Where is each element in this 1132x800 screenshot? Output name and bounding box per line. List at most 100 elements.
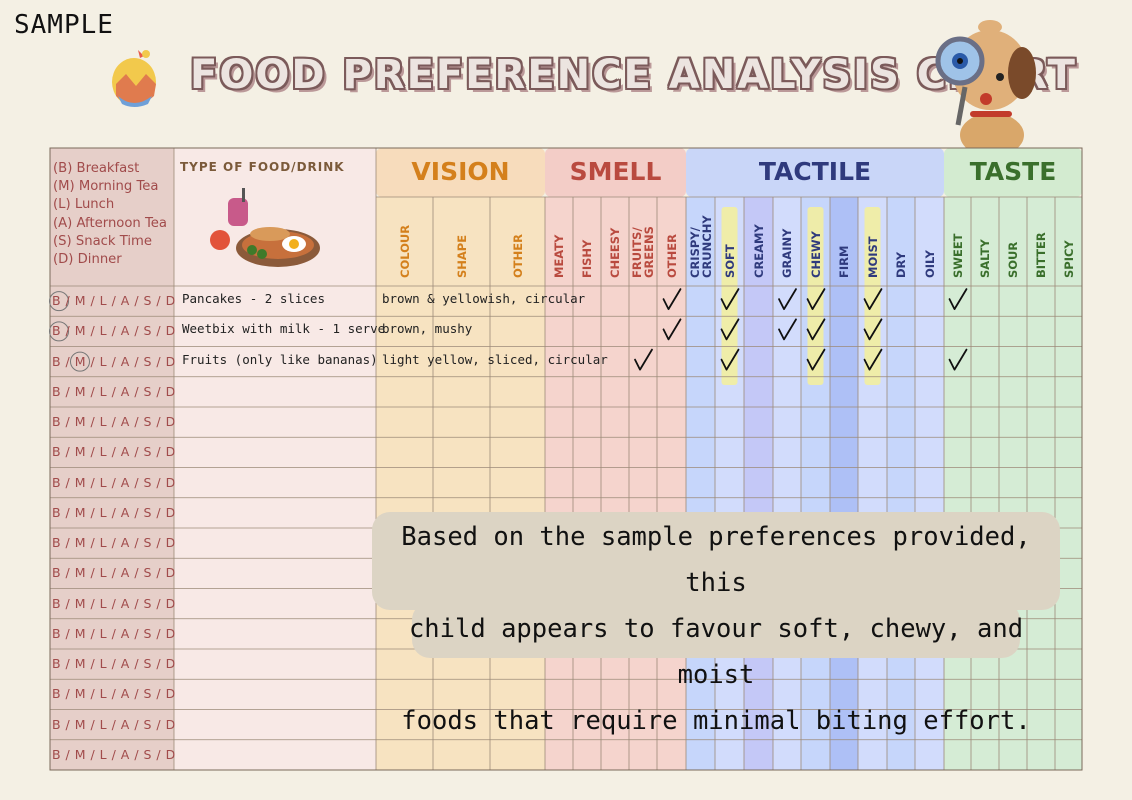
subcolumn-tactile-crispy-crunchy: CRISPY/CRUNCHY: [687, 215, 714, 278]
group-header-bg: [376, 148, 545, 197]
group-header-tactile: TACTILE: [758, 157, 872, 186]
tactile-column-shade: [773, 197, 801, 770]
subcolumn-tactile-oily: OILY: [922, 250, 937, 278]
tactile-column-shade: [830, 197, 858, 770]
subcolumn-smell-meaty: MEATY: [552, 234, 566, 278]
group-header-vision: VISION: [411, 157, 510, 186]
subcolumn-tactile-firm: FIRM: [837, 245, 851, 278]
subcolumn-vision-colour: COLOUR: [397, 224, 412, 278]
note-line: foods that require minimal biting effort…: [401, 706, 1031, 736]
check-mark: [634, 348, 653, 371]
meal-selector[interactable]: B / M / L / A / S / D: [52, 686, 176, 702]
group-header-bg: [944, 148, 1082, 197]
meal-selector[interactable]: B / M / L / A / S / D: [52, 474, 176, 490]
group-header-bg: [686, 148, 944, 197]
analysis-note: Based on the sample preferences provided…: [372, 512, 1060, 736]
check-mark: [662, 288, 682, 311]
note-line: Based on the sample preferences provided…: [401, 522, 1031, 598]
food-column-header: TYPE OF FOOD/DRINK: [180, 160, 345, 174]
meal-legend: (B) Breakfast (M) Morning Tea (L) Lunch …: [53, 160, 167, 269]
vision-cell: light yellow, sliced, circular: [382, 351, 608, 367]
check-mark: [778, 318, 797, 341]
meal-selector[interactable]: B / M / L / A / S / D: [52, 746, 176, 762]
food-cell: Fruits (only like bananas): [182, 351, 378, 367]
subcolumn-smell-cheesy: CHEESY: [608, 227, 622, 278]
group-header-taste: TASTE: [969, 157, 1057, 186]
subcolumn-smell-fishy: FISHY: [580, 239, 594, 278]
highlight-strip: [807, 207, 824, 385]
legend-item: (B) Breakfast: [53, 161, 140, 176]
check-mark: [662, 318, 682, 341]
subcolumn-tactile-moist: MOIST: [865, 236, 880, 278]
check-mark: [778, 288, 797, 311]
legend-item: (L) Lunch: [53, 197, 115, 213]
meal-selector[interactable]: B / M / L / A / S / D: [52, 656, 176, 672]
sample-watermark: SAMPLE: [14, 10, 114, 40]
note-background: [372, 512, 1060, 610]
meal-selection-circle: [70, 351, 90, 372]
check-mark: [806, 318, 826, 341]
detective-dog-illustration: [935, 20, 1036, 150]
meal-selector[interactable]: B / M / L / A / S / D: [52, 293, 176, 309]
meal-selector[interactable]: B / M / L / A / S / D: [52, 535, 176, 551]
meal-selector[interactable]: B / M / L / A / S / D: [52, 383, 176, 399]
vision-cell: brown, mushy: [382, 321, 473, 337]
check-mark: [863, 348, 883, 371]
legend-item: (D) Dinner: [53, 252, 122, 268]
check-mark: [948, 348, 968, 371]
subcolumn-vision-other: OTHER: [510, 234, 525, 278]
subcolumn-taste-bitter: BITTER: [1034, 232, 1048, 278]
table-border: [49, 147, 1083, 771]
check-mark: [720, 318, 740, 341]
subcolumn-taste-sweet: SWEET: [950, 233, 965, 278]
group-body-bg: [545, 197, 686, 770]
meal-column-bg: [50, 148, 174, 770]
meal-selector[interactable]: B / M / L / A / S / D: [52, 444, 176, 460]
legend-item: (S) Snack Time: [53, 233, 153, 249]
subcolumn-smell-fruits-greens: FRUITS/GREENS: [630, 226, 656, 278]
meal-selection-circle: [49, 291, 69, 312]
meal-selector[interactable]: B / M / L / A / S / D: [52, 625, 176, 641]
check-mark: [863, 318, 883, 341]
check-mark: [863, 288, 883, 311]
note-text: Based on the sample preferences provided…: [372, 512, 1060, 744]
note-background-tail: [412, 602, 1020, 658]
subcolumn-tactile-creamy: CREAMY: [751, 224, 766, 278]
tactile-column-shade: [915, 197, 944, 770]
legend-item: (A) Afternoon Tea: [53, 215, 167, 231]
meal-selector[interactable]: B / M / L / A / S / D: [52, 565, 176, 581]
tactile-column-shade: [686, 197, 715, 770]
breakfast-plate-icon: [210, 188, 320, 267]
page-title: FOOD PREFERENCE ANALYSIS CHART: [190, 52, 1077, 98]
highlight-strip: [721, 207, 738, 385]
subcolumn-tactile-dry: DRY: [894, 251, 908, 278]
meal-selector[interactable]: B / M / L / A / S / D: [52, 414, 176, 430]
food-cell: Weetbix with milk - 1 serve: [182, 321, 386, 337]
check-mark: [806, 288, 826, 311]
subcolumn-tactile-soft: SOFT: [722, 244, 737, 278]
vision-cell: brown & yellowish, circular: [382, 291, 586, 307]
note-line: child appears to favour soft, chewy, and…: [408, 614, 1024, 690]
subcolumn-taste-spicy: SPICY: [1061, 240, 1076, 278]
meal-selector[interactable]: B / M / L / A / S / D: [52, 323, 176, 339]
check-mark: [720, 348, 740, 371]
check-mark: [720, 288, 740, 311]
group-body-bg: [944, 197, 1082, 770]
subcolumn-taste-salty: SALTY: [978, 239, 992, 278]
food-cell: Pancakes - 2 slices: [182, 291, 325, 307]
subcolumn-taste-sour: SOUR: [1006, 241, 1020, 278]
subcolumn-tactile-chewy: CHEWY: [808, 231, 823, 278]
group-body-bg: [376, 197, 545, 770]
meal-selection-circle: [49, 321, 69, 342]
check-mark: [806, 348, 826, 371]
chick-egg-illustration: [112, 50, 156, 107]
meal-selector[interactable]: B / M / L / A / S / D: [52, 595, 176, 611]
subcolumn-smell-other: OTHER: [664, 234, 679, 278]
check-mark: [948, 288, 968, 311]
meal-selector[interactable]: B / M / L / A / S / D: [52, 353, 176, 369]
tactile-column-shade: [887, 197, 915, 770]
meal-selector[interactable]: B / M / L / A / S / D: [52, 504, 176, 520]
group-header-bg: [545, 148, 686, 197]
meal-selector[interactable]: B / M / L / A / S / D: [52, 716, 176, 732]
